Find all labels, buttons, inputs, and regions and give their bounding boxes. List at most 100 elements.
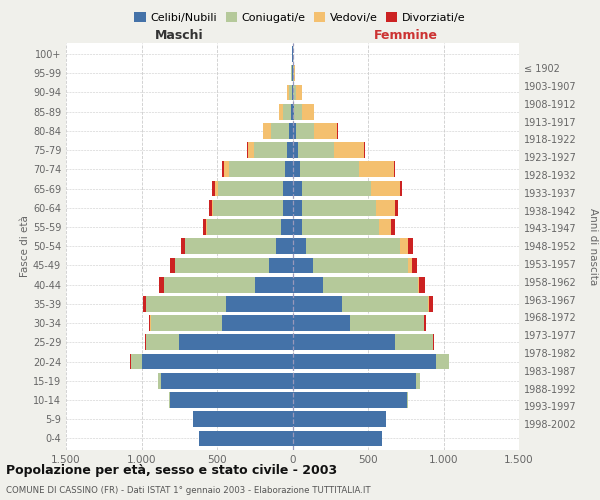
Bar [281, 219, 293, 235]
Bar [364, 142, 365, 158]
Bar [395, 334, 433, 350]
Bar [394, 162, 395, 177]
Text: Femmine: Femmine [374, 28, 438, 42]
Bar [418, 277, 419, 292]
Bar [290, 66, 292, 81]
Bar [302, 200, 376, 216]
Bar [146, 296, 226, 312]
Bar [296, 123, 314, 139]
Bar [269, 258, 293, 274]
Bar [371, 180, 400, 196]
Bar [285, 162, 293, 177]
Bar [293, 162, 300, 177]
Bar [350, 316, 424, 331]
Bar [224, 162, 229, 177]
Bar [337, 123, 338, 139]
Bar [424, 316, 426, 331]
Bar [293, 84, 296, 100]
Bar [416, 373, 420, 388]
Bar [158, 373, 161, 388]
Bar [175, 258, 269, 274]
Bar [376, 200, 395, 216]
Bar [400, 238, 408, 254]
Bar [248, 142, 254, 158]
Bar [203, 219, 206, 235]
Bar [314, 123, 337, 139]
Bar [302, 104, 314, 120]
Bar [151, 316, 221, 331]
Bar [408, 258, 412, 274]
Bar [293, 430, 382, 446]
Bar [296, 84, 302, 100]
Bar [293, 296, 343, 312]
Bar [395, 200, 398, 216]
Bar [408, 238, 413, 254]
Bar [229, 162, 285, 177]
Bar [212, 200, 213, 216]
Bar [293, 334, 395, 350]
Bar [207, 219, 281, 235]
Bar [226, 296, 293, 312]
Bar [170, 258, 175, 274]
Bar [359, 162, 394, 177]
Bar [293, 142, 298, 158]
Bar [170, 392, 293, 408]
Bar [276, 238, 293, 254]
Bar [279, 104, 283, 120]
Bar [302, 180, 371, 196]
Bar [334, 142, 364, 158]
Bar [302, 219, 379, 235]
Bar [289, 123, 293, 139]
Bar [323, 277, 418, 292]
Bar [247, 142, 248, 158]
Bar [289, 84, 292, 100]
Bar [428, 296, 429, 312]
Bar [283, 104, 291, 120]
Bar [294, 104, 302, 120]
Bar [131, 354, 142, 370]
Bar [343, 296, 428, 312]
Bar [298, 142, 334, 158]
Bar [179, 334, 293, 350]
Bar [209, 200, 212, 216]
Bar [293, 354, 436, 370]
Bar [181, 238, 185, 254]
Y-axis label: Fasce di età: Fasce di età [20, 216, 30, 277]
Legend: Celibi/Nubili, Coniugati/e, Vedovi/e, Divorziati/e: Celibi/Nubili, Coniugati/e, Vedovi/e, Di… [130, 8, 470, 28]
Bar [300, 162, 359, 177]
Bar [293, 373, 416, 388]
Bar [221, 316, 293, 331]
Bar [213, 200, 283, 216]
Bar [391, 219, 395, 235]
Bar [293, 392, 407, 408]
Bar [185, 238, 276, 254]
Bar [293, 316, 350, 331]
Bar [164, 277, 255, 292]
Bar [293, 258, 313, 274]
Bar [142, 354, 293, 370]
Bar [283, 180, 293, 196]
Text: COMUNE DI CASSINO (FR) - Dati ISTAT 1° gennaio 2003 - Elaborazione TUTTITALIA.IT: COMUNE DI CASSINO (FR) - Dati ISTAT 1° g… [6, 486, 371, 495]
Bar [419, 277, 425, 292]
Bar [287, 142, 293, 158]
Bar [293, 238, 306, 254]
Y-axis label: Anni di nascita: Anni di nascita [588, 208, 598, 285]
Bar [160, 277, 164, 292]
Bar [193, 412, 293, 427]
Bar [293, 104, 294, 120]
Bar [293, 412, 386, 427]
Bar [199, 430, 293, 446]
Bar [254, 142, 287, 158]
Bar [215, 180, 218, 196]
Bar [271, 123, 289, 139]
Bar [412, 258, 417, 274]
Bar [149, 316, 150, 331]
Bar [400, 180, 402, 196]
Bar [146, 334, 179, 350]
Bar [379, 219, 391, 235]
Bar [429, 296, 433, 312]
Bar [293, 66, 295, 81]
Bar [143, 296, 146, 312]
Bar [218, 180, 283, 196]
Bar [436, 354, 449, 370]
